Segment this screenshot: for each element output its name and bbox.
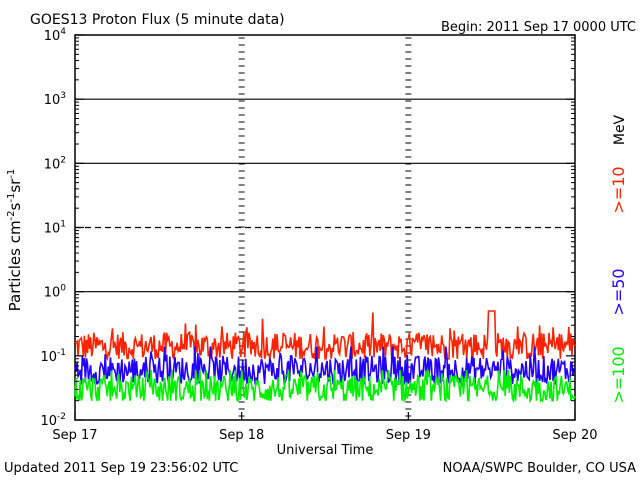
legend-entry: >=50 [609,268,628,315]
begin-time: Begin: 2011 Sep 17 0000 UTC [441,20,636,35]
y-tick-label: 103 [44,91,66,108]
chart-title: GOES13 Proton Flux (5 minute data) [30,12,285,28]
credit: NOAA/SWPC Boulder, CO USA [443,461,636,476]
series-line-2 [74,346,576,388]
x-tick-label: Sep 20 [552,428,597,443]
y-tick-label: 102 [44,155,66,172]
x-tick-label: Sep 19 [386,428,431,443]
y-tick-label: 104 [44,27,67,44]
y-tick-label: 100 [44,284,67,301]
y-tick-label: 10-2 [40,412,66,429]
y-tick-label: 10-1 [40,348,66,365]
x-axis-label: Universal Time [277,443,374,458]
legend-unit: MeV [612,114,628,145]
series-line-3 [74,369,576,404]
updated-timestamp: Updated 2011 Sep 19 23:56:02 UTC [4,461,238,476]
x-tick-label: Sep 17 [52,428,97,443]
x-tick-label: Sep 18 [219,428,264,443]
legend-entry: >=100 [609,346,628,403]
y-axis-label: Particles cm-2s-1sr-1 [6,169,24,312]
y-tick-label: 101 [44,220,66,237]
legend-entry: >=10 [609,166,628,213]
series-line-1 [74,310,576,362]
